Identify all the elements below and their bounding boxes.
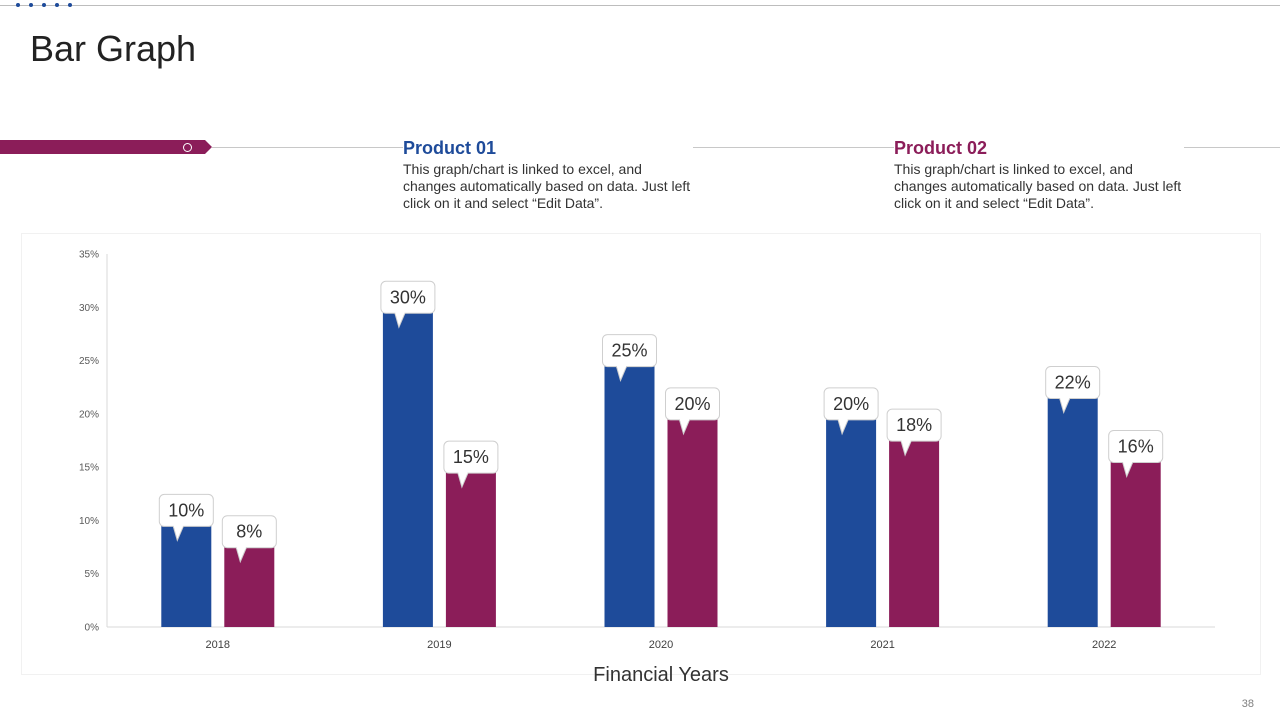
x-tick-label: 2021 — [870, 639, 894, 651]
bar-1-2022 — [1047, 392, 1098, 627]
data-label-box — [823, 387, 879, 421]
bar-2-2022 — [1110, 456, 1161, 627]
data-label-box — [886, 408, 942, 442]
data-label: 15% — [453, 447, 489, 467]
bar-2-2020 — [667, 413, 718, 627]
data-label-box — [380, 280, 436, 314]
data-label: 20% — [833, 394, 869, 414]
data-label-pointer — [457, 472, 469, 489]
data-label-callout: 8% — [221, 515, 277, 564]
y-tick-label: 15% — [79, 463, 99, 474]
data-label-pointer — [679, 419, 690, 436]
data-label-callout: 20% — [665, 387, 720, 436]
page-number: 38 — [1241, 698, 1254, 710]
data-label-box — [602, 334, 657, 368]
y-tick-label: 20% — [79, 409, 99, 420]
data-label-pointer — [1122, 462, 1134, 478]
bar-1-2018 — [161, 520, 212, 627]
data-label: 18% — [896, 415, 932, 435]
bar-2-2021 — [889, 435, 940, 627]
data-label-box — [1108, 429, 1164, 463]
chart-frame — [21, 233, 1261, 675]
data-label-pointer — [235, 547, 247, 564]
y-tick-label: 5% — [85, 569, 100, 580]
data-label: 10% — [168, 500, 204, 520]
data-label-callout: 16% — [1108, 429, 1164, 478]
data-label-callout: 25% — [602, 334, 657, 383]
data-label-box — [158, 493, 214, 527]
y-tick-label: 25% — [79, 356, 99, 367]
data-label-pointer — [837, 419, 849, 436]
y-tick-label: 30% — [79, 303, 99, 314]
data-label-pointer — [1059, 398, 1071, 415]
data-label-pointer — [172, 526, 184, 542]
x-tick-label: 2022 — [1092, 639, 1116, 651]
bar-2-2018 — [224, 541, 275, 627]
y-tick-label: 35% — [79, 250, 99, 261]
accent-bar — [0, 140, 212, 154]
data-label-box — [443, 440, 499, 474]
x-axis-title: Financial Years — [593, 664, 729, 686]
data-label-callout: 22% — [1045, 366, 1101, 415]
decorative-dots — [16, 3, 72, 7]
bar-1-2019 — [382, 307, 433, 627]
data-label-pointer — [616, 366, 627, 383]
legend-product-01-description: This graph/chart is linked to excel, and… — [403, 161, 691, 211]
y-tick-label: 10% — [79, 516, 99, 527]
accent-knob-icon — [183, 143, 192, 152]
data-label: 8% — [236, 522, 262, 542]
data-label-box — [221, 515, 277, 549]
data-label-callout: 20% — [823, 387, 879, 436]
data-label-pointer — [900, 440, 912, 457]
data-label-callout: 10% — [158, 493, 214, 542]
bar-1-2021 — [826, 413, 877, 627]
accent-divider-line — [212, 147, 1280, 148]
legend-product-01-name: Product 01 — [403, 138, 505, 159]
legend-product-02: Product 02 This graph/chart is linked to… — [894, 138, 1184, 212]
x-tick-label: 2020 — [649, 639, 673, 651]
data-label-callout: 18% — [886, 408, 942, 457]
data-label: 16% — [1118, 436, 1154, 456]
data-label: 30% — [390, 287, 426, 307]
x-tick-label: 2018 — [206, 639, 230, 651]
data-label-box — [1045, 366, 1101, 400]
data-label: 20% — [674, 394, 710, 414]
legend-product-02-name: Product 02 — [894, 138, 996, 159]
bar-1-2020 — [604, 360, 655, 627]
page-title: Bar Graph — [30, 28, 197, 69]
legend-product-01: Product 01 This graph/chart is linked to… — [403, 138, 693, 212]
legend-product-02-description: This graph/chart is linked to excel, and… — [894, 161, 1182, 211]
top-rule — [0, 5, 1280, 6]
data-label-callout: 30% — [380, 280, 436, 329]
data-label: 22% — [1055, 373, 1091, 393]
bar-2-2019 — [445, 467, 496, 627]
data-label: 25% — [611, 341, 647, 361]
y-tick-label: 0% — [85, 623, 100, 634]
x-tick-label: 2019 — [427, 639, 451, 651]
data-label-pointer — [394, 313, 406, 329]
data-label-callout: 15% — [443, 440, 499, 489]
data-label-box — [665, 387, 720, 421]
